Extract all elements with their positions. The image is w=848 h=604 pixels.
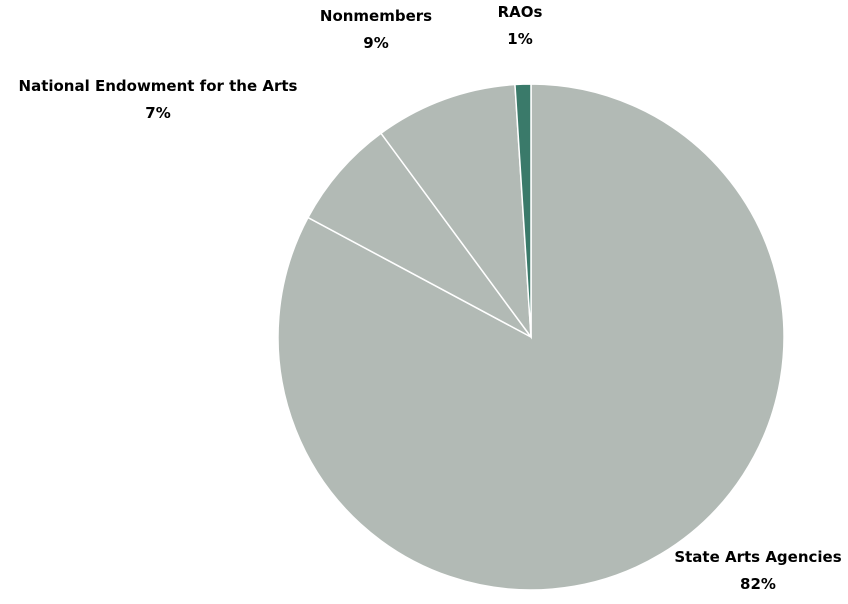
- slice-value-label: 7%: [145, 104, 170, 122]
- slice-label: National Endowment for the Arts: [19, 77, 298, 95]
- slice-value-label: 9%: [363, 34, 388, 52]
- slice-label: Nonmembers: [320, 7, 432, 25]
- slice-value-label: 82%: [740, 575, 776, 593]
- pie-slice: [306, 132, 532, 338]
- slice-value-label: 1%: [507, 30, 532, 48]
- pie-slice: [379, 83, 532, 340]
- pie-slice: [514, 83, 532, 338]
- slice-label: RAOs: [498, 3, 543, 21]
- slice-label: State Arts Agencies: [674, 548, 841, 566]
